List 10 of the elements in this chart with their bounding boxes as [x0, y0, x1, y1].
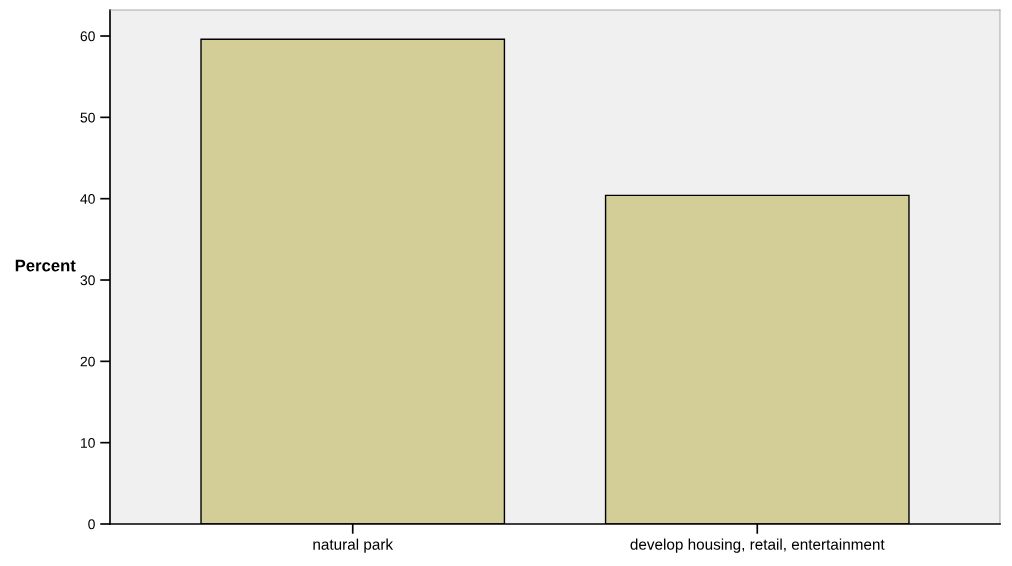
y-tick-label: 30: [80, 275, 95, 286]
x-tick-label: develop housing, retail, entertainment: [630, 538, 885, 553]
y-tick-label: 0: [88, 519, 95, 530]
x-tick-label: natural park: [313, 538, 394, 553]
y-tick-label: 10: [81, 438, 95, 448]
y-tick-label: 20: [80, 356, 95, 367]
y-axis-title: Percent: [15, 259, 76, 272]
y-tick-label: 50: [80, 112, 95, 123]
y-tick-label: 60: [80, 31, 95, 42]
y-tick-label: 40: [80, 194, 95, 204]
